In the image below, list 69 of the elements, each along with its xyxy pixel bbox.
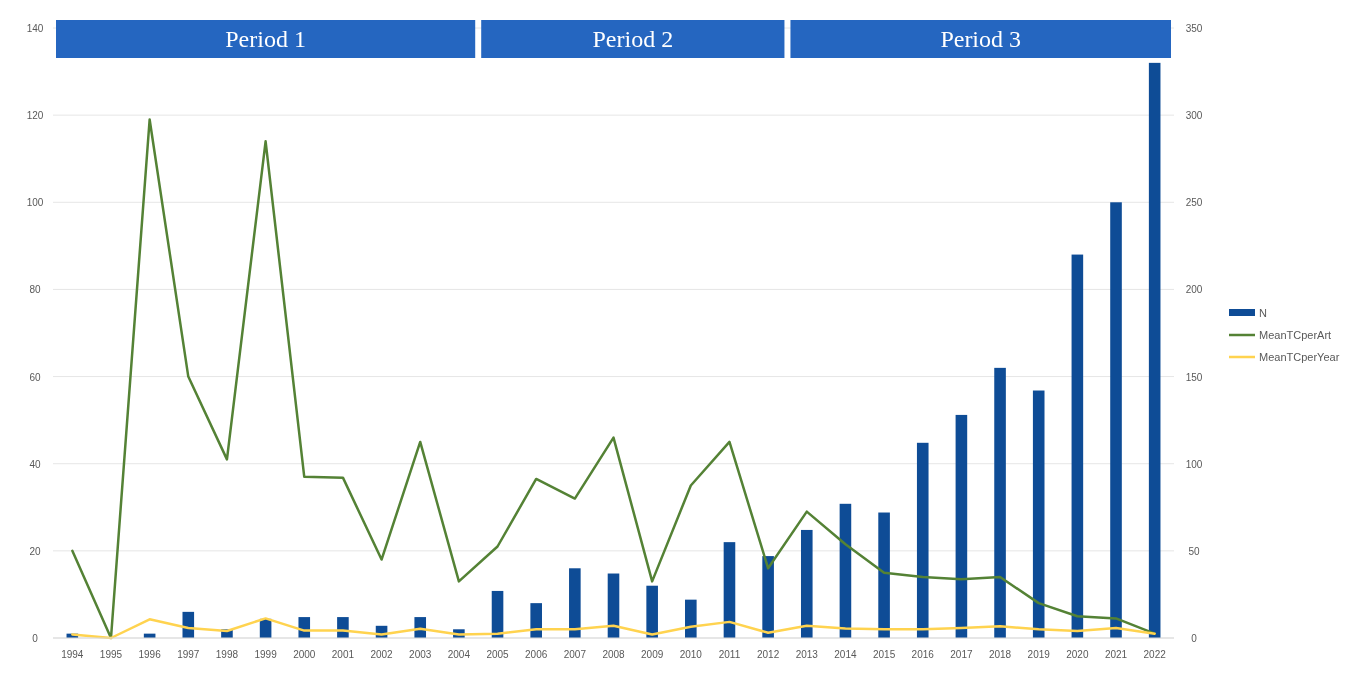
- x-tick-label: 2016: [911, 649, 935, 660]
- x-tick-label: 2005: [486, 649, 510, 660]
- y-tick-label: 140: [26, 23, 44, 34]
- x-tick-label: 2010: [679, 649, 703, 660]
- line-series: [71, 118, 1156, 640]
- y-tick-label: 0: [32, 633, 39, 644]
- x-tick-label: 2000: [293, 649, 316, 660]
- legend-label: MeanTCperYear: [1259, 351, 1340, 363]
- y-tick-label: 100: [26, 197, 44, 209]
- x-tick-label: 2001: [331, 649, 355, 660]
- bar: [916, 442, 929, 638]
- x-tick-label: 2008: [602, 649, 626, 660]
- bar: [1071, 254, 1084, 638]
- x-tick-label: 1997: [177, 649, 200, 660]
- y-tick-label: 60: [29, 371, 41, 383]
- bar: [646, 585, 658, 638]
- bar: [994, 367, 1006, 638]
- x-tick-label: 2013: [795, 649, 819, 660]
- x-tick-label: 1995: [99, 649, 123, 660]
- bar: [530, 603, 542, 638]
- x-tick-label: 2011: [718, 649, 741, 660]
- x-tick-label: 2015: [872, 649, 896, 660]
- bar: [878, 512, 890, 638]
- y2-tick-label: 150: [1185, 371, 1203, 383]
- x-tick-label: 2020: [1066, 649, 1089, 660]
- x-tick-label: 2004: [447, 649, 471, 660]
- y2-tick-label: 350: [1185, 23, 1203, 34]
- y-tick-label: 80: [29, 284, 41, 296]
- bar: [1032, 390, 1045, 638]
- x-tick-label: 2012: [757, 649, 780, 660]
- x-tick-label: 2014: [834, 649, 857, 660]
- bar: [800, 529, 813, 638]
- line-series: [71, 617, 1156, 640]
- y2-tick-label: 0: [1191, 633, 1198, 644]
- bar: [762, 556, 774, 638]
- y2-tick-label: 200: [1185, 284, 1203, 296]
- x-tick-label: 2003: [409, 649, 432, 660]
- x-tick-label: 2009: [641, 649, 664, 660]
- x-tick-label: 2019: [1027, 649, 1051, 660]
- bar: [1110, 202, 1122, 638]
- x-tick-label: 2022: [1143, 649, 1167, 660]
- band-label: Period 2: [592, 26, 674, 52]
- x-tick-label: 2017: [950, 649, 973, 660]
- bar: [1148, 62, 1161, 638]
- y2-tick-label: 100: [1185, 458, 1203, 470]
- bar: [685, 599, 697, 638]
- x-tick-label: 1999: [254, 649, 278, 660]
- y2-tick-label: 300: [1185, 110, 1203, 122]
- x-tick-label: 2002: [370, 649, 394, 660]
- x-tick-label: 2006: [525, 649, 548, 660]
- x-tick-label: 1994: [61, 649, 84, 660]
- band-label: Period 1: [225, 26, 306, 52]
- band-label: Period 3: [940, 26, 1022, 52]
- bar: [955, 414, 968, 638]
- x-tick-label: 2021: [1104, 649, 1128, 660]
- x-tick-label: 2018: [988, 649, 1012, 660]
- x-tick-label: 2007: [563, 649, 587, 660]
- y-tick-label: 40: [29, 458, 41, 470]
- x-tick-label: 1996: [138, 649, 162, 660]
- y-tick-label: 20: [29, 545, 41, 557]
- x-tick-label: 1998: [215, 649, 239, 660]
- y-tick-label: 120: [26, 110, 44, 122]
- legend-label: N: [1259, 307, 1267, 319]
- bar: [723, 542, 736, 638]
- bar: [569, 568, 581, 638]
- y2-tick-label: 50: [1188, 545, 1200, 557]
- bar: [839, 503, 852, 638]
- y2-tick-label: 250: [1185, 197, 1203, 209]
- legend-label: MeanTCperArt: [1259, 329, 1332, 341]
